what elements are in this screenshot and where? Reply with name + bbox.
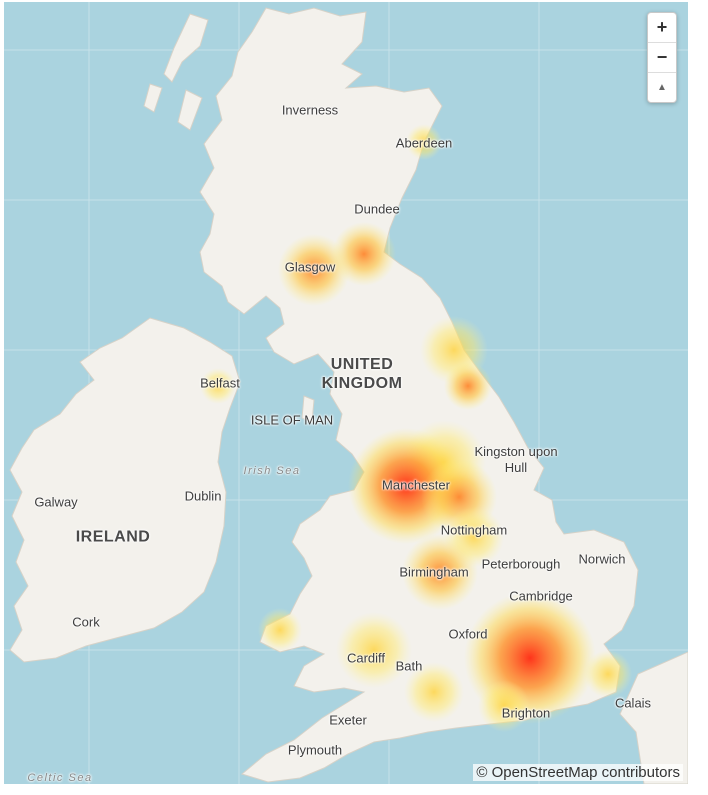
ireland-land [9,317,241,663]
label-isle-of-man: ISLE OF MAN [250,412,334,428]
heat-spot-bath-south [404,662,464,722]
heat-spot-birmingham [402,534,478,610]
heat-spot-belfast [200,368,236,404]
label-irish-sea: Irish Sea [243,465,301,477]
label-brighton: Brighton [501,705,551,721]
label-calais: Calais [614,695,652,711]
landmass [9,7,688,784]
label-peterborough: Peterborough [481,556,561,572]
label-dundee: Dundee [354,201,400,217]
label-norwich: Norwich [578,551,626,567]
heatmap [200,124,632,732]
label-manchester: Manchester [382,477,450,493]
heat-spot-aberdeen [406,124,442,160]
label-dublin: Dublin [184,488,222,504]
map-base [4,2,688,784]
label-exeter: Exeter [329,712,367,728]
map-attribution[interactable]: © OpenStreetMap contributors [473,764,683,781]
label-birmingham: Birmingham [399,564,469,580]
heat-spot-glasgow [278,234,350,306]
label-oxford: Oxford [448,626,488,642]
label-united-kingdom: UNITED KINGDOM [321,356,403,392]
label-kingston-upon-hull: Kingston upon Hull [474,444,558,475]
reset-north-button[interactable]: ▲ [648,73,676,102]
heat-spot-cardiff-west [258,608,302,652]
label-bath: Bath [395,658,423,674]
label-aberdeen: Aberdeen [395,135,453,151]
label-nottingham: Nottingham [440,522,508,538]
label-galway: Galway [34,494,78,510]
label-cork: Cork [72,614,100,630]
heat-spot-brighton [478,680,530,732]
map[interactable]: UNITED KINGDOM IRELAND Inverness Aberdee… [4,2,688,784]
zoom-control: + − ▲ [647,12,677,103]
label-celtic-sea: Celtic Sea [27,772,93,784]
heat-spot-edinburgh [332,222,396,286]
heat-spot-bristol [336,612,412,688]
label-ireland: IRELAND [75,528,151,546]
label-cambridge: Cambridge [509,588,573,604]
compass-icon: ▲ [657,82,667,93]
label-glasgow: Glasgow [284,259,336,275]
zoom-out-button[interactable]: − [648,43,676,73]
zoom-in-button[interactable]: + [648,13,676,43]
label-plymouth: Plymouth [287,742,343,758]
label-cardiff: Cardiff [346,650,386,666]
continent-land [619,651,688,784]
heat-spot-middlesbrough [444,362,492,410]
heat-spot-kent [584,650,632,698]
label-belfast: Belfast [200,375,240,391]
isle-of-man-land [301,395,315,423]
label-inverness: Inverness [281,102,339,118]
